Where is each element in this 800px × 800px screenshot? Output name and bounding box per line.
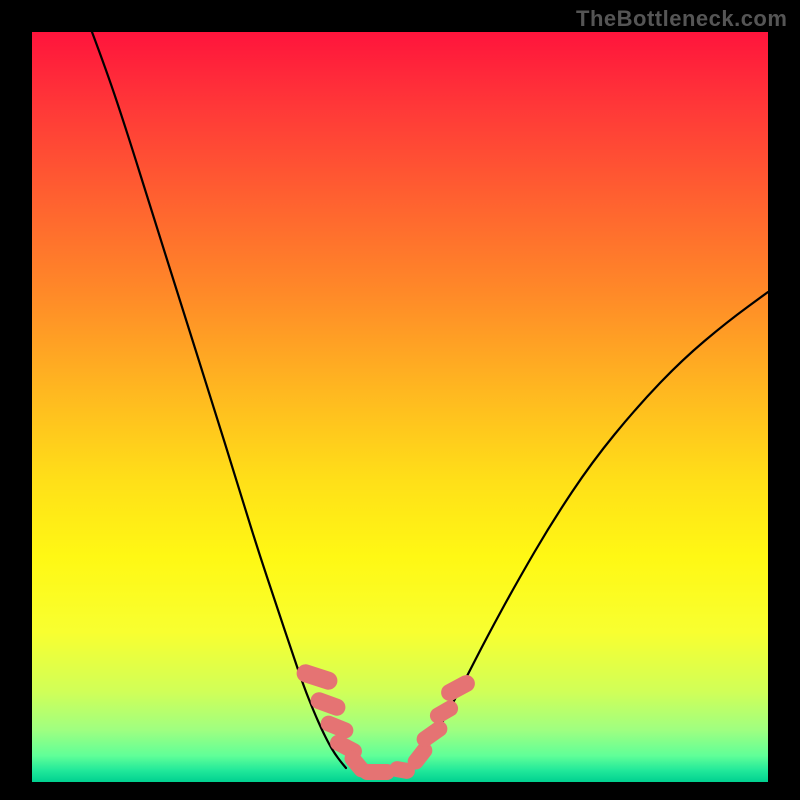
chart-container: TheBottleneck.com xyxy=(0,0,800,800)
plot-svg xyxy=(32,32,768,782)
plot-area xyxy=(32,32,768,782)
gradient-background xyxy=(32,32,768,782)
watermark-text: TheBottleneck.com xyxy=(576,6,787,32)
